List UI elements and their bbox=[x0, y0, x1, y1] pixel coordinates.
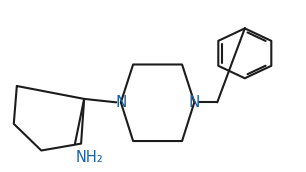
Text: N: N bbox=[115, 95, 127, 110]
Text: N: N bbox=[188, 95, 200, 110]
Text: NH₂: NH₂ bbox=[76, 150, 104, 165]
